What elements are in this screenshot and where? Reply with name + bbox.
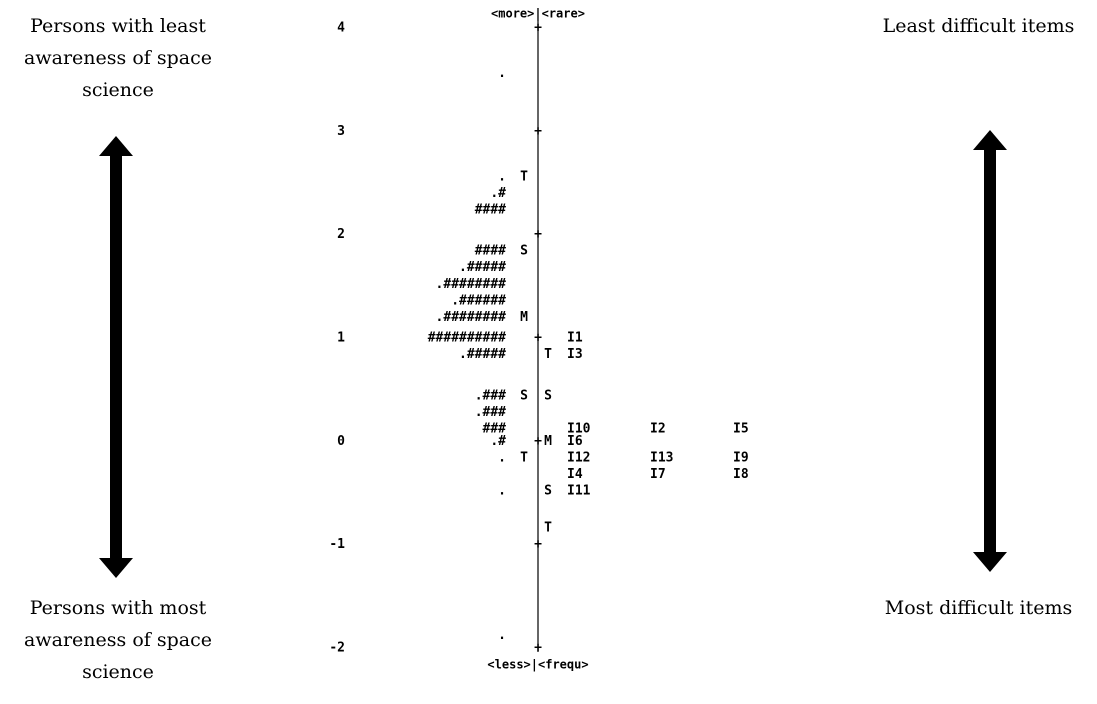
axis-tick-mark: + bbox=[534, 331, 542, 346]
person-marker: M bbox=[520, 310, 528, 325]
person-distribution: .# bbox=[490, 434, 506, 449]
item-label: I11 bbox=[567, 483, 591, 498]
person-distribution: .###### bbox=[451, 293, 506, 308]
person-distribution: ########## bbox=[428, 331, 506, 346]
item-label: I10 bbox=[567, 421, 591, 436]
person-marker: T bbox=[520, 169, 528, 184]
item-label: I2 bbox=[650, 421, 666, 436]
caption-right-top: Least difficult items bbox=[882, 15, 1075, 37]
person-distribution: .######## bbox=[436, 310, 507, 325]
axis-tick-mark: + bbox=[534, 537, 542, 552]
item-marker: T bbox=[544, 347, 552, 362]
axis-tick-mark: + bbox=[534, 227, 542, 242]
caption-left-top: Persons with least awareness of space sc… bbox=[24, 15, 212, 101]
axis-tick-mark: + bbox=[534, 124, 542, 139]
person-distribution: . bbox=[498, 483, 506, 498]
axis-top-label: <more>|<rare> bbox=[491, 7, 585, 21]
item-label: I4 bbox=[567, 467, 583, 482]
person-distribution: .##### bbox=[459, 347, 506, 362]
item-label: I13 bbox=[650, 450, 673, 465]
person-distribution: . bbox=[498, 628, 506, 643]
y-tick-label: 4 bbox=[337, 21, 345, 36]
item-marker: T bbox=[544, 521, 552, 536]
person-distribution: #### bbox=[475, 244, 506, 259]
item-marker: S bbox=[544, 388, 552, 403]
item-label: I3 bbox=[567, 347, 583, 362]
item-label: I8 bbox=[733, 467, 749, 482]
person-distribution: .######## bbox=[436, 277, 507, 292]
person-distribution: .### bbox=[475, 405, 506, 420]
item-marker: M bbox=[544, 434, 552, 449]
y-tick-label: 0 bbox=[337, 434, 345, 449]
person-distribution: #### bbox=[475, 202, 506, 217]
y-tick-label: -2 bbox=[329, 641, 345, 656]
right-double-arrow-icon bbox=[973, 130, 1007, 572]
person-marker: S bbox=[520, 244, 528, 259]
item-label: I1 bbox=[567, 331, 583, 346]
item-label: I6 bbox=[567, 434, 583, 449]
item-label: I7 bbox=[650, 467, 666, 482]
caption-right-bottom: Most difficult items bbox=[884, 597, 1073, 619]
left-double-arrow-icon bbox=[99, 136, 133, 578]
person-distribution: . bbox=[498, 450, 506, 465]
axis-bottom-label: <less>|<frequ> bbox=[487, 658, 588, 672]
y-tick-label: 2 bbox=[337, 227, 345, 242]
axis-tick-mark: + bbox=[534, 434, 542, 449]
person-distribution: .# bbox=[490, 186, 506, 201]
item-label: I5 bbox=[733, 421, 749, 436]
y-tick-label: -1 bbox=[329, 537, 345, 552]
person-distribution: ### bbox=[483, 421, 507, 436]
item-marker: S bbox=[544, 483, 552, 498]
person-marker: T bbox=[520, 450, 528, 465]
caption-left-bottom: Persons with most awareness of space sci… bbox=[24, 597, 212, 683]
person-distribution: . bbox=[498, 66, 506, 81]
person-marker: S bbox=[520, 388, 528, 403]
item-label: I12 bbox=[567, 450, 590, 465]
axis-tick-mark: + bbox=[534, 21, 542, 36]
person-distribution: .##### bbox=[459, 260, 506, 275]
axis-tick-mark: + bbox=[534, 641, 542, 656]
person-distribution: . bbox=[498, 169, 506, 184]
y-tick-label: 3 bbox=[337, 124, 345, 139]
y-tick-label: 1 bbox=[337, 331, 345, 346]
item-label: I9 bbox=[733, 450, 749, 465]
person-distribution: .### bbox=[475, 388, 506, 403]
